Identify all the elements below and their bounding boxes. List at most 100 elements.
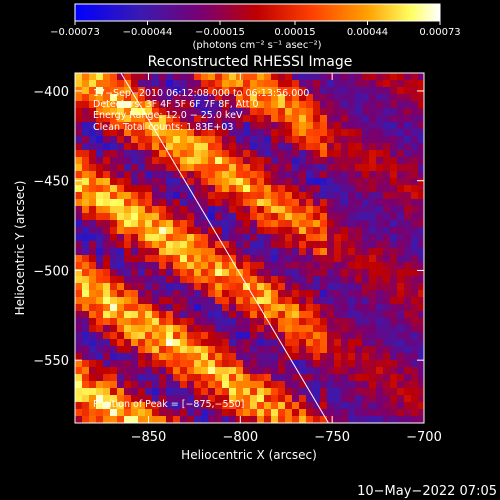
heatmap-cell [299,122,307,130]
heatmap-cell [257,94,265,102]
x-tick-label: −700 [406,430,442,445]
heatmap-cell [187,94,195,102]
heatmap-cell [306,157,314,165]
heatmap-cell [194,346,202,354]
colorbar-ticks: −0.00073 −0.00044 −0.00015 0.00015 0.00044 0.… [50,21,461,38]
heatmap-cell [208,409,216,417]
heatmap-cell [341,101,349,109]
heatmap-cell [390,227,398,235]
heatmap-cell [173,178,181,186]
heatmap-cell [306,311,314,319]
heatmap-cell [313,409,321,417]
heatmap-cell [390,416,398,423]
heatmap-cell [243,395,251,403]
heatmap-cell [376,388,384,396]
heatmap-cell [292,381,300,389]
x-tick-label: −750 [314,430,350,445]
heatmap-cell [355,353,363,361]
heatmap-cell [75,101,83,109]
heatmap-cell [369,122,377,130]
heatmap-cell [194,269,202,277]
heatmap-cell [418,227,424,235]
heatmap-cell [229,206,237,214]
heatmap-cell [362,346,370,354]
heatmap-cell [327,136,335,144]
heatmap-cell [313,374,321,382]
heatmap-cell [327,206,335,214]
heatmap-cell [173,185,181,193]
heatmap-cell [397,150,405,158]
heatmap-cell [152,101,160,109]
heatmap-cell [376,143,384,151]
heatmap-cell [285,381,293,389]
heatmap-cell [404,374,412,382]
heatmap-cell [82,157,90,165]
heatmap-cell [390,269,398,277]
heatmap-cell [264,360,272,368]
heatmap-cell [383,283,391,291]
heatmap-cell [124,353,132,361]
heatmap-cell [138,269,146,277]
heatmap-cell [145,360,153,368]
heatmap-cell [264,297,272,305]
heatmap-cell [257,248,265,256]
heatmap-cell [271,136,279,144]
heatmap-cell [341,213,349,221]
heatmap-cell [89,178,97,186]
heatmap-cell [327,213,335,221]
heatmap-cell [376,87,384,95]
heatmap-cell [173,157,181,165]
heatmap-cell [313,283,321,291]
heatmap-cell [264,388,272,396]
heatmap-cell [152,353,160,361]
heatmap-cell [404,346,412,354]
heatmap-cell [222,213,230,221]
heatmap-cell [376,416,384,423]
heatmap-cell [138,220,146,228]
heatmap-cell [138,367,146,375]
heatmap-cell [159,178,167,186]
heatmap-cell [369,332,377,340]
heatmap-cell [334,332,342,340]
heatmap-cell [82,416,90,423]
heatmap-cell [208,199,216,207]
heatmap-cell [285,94,293,102]
heatmap-cell [215,80,223,88]
heatmap-cell [369,220,377,228]
heatmap-cell [285,122,293,130]
heatmap-cell [278,311,286,319]
heatmap-cell [201,388,209,396]
heatmap-cell [236,325,244,333]
heatmap-cell [243,248,251,256]
heatmap-cell [138,360,146,368]
heatmap-cell [383,360,391,368]
heatmap-cell [145,213,153,221]
heatmap-cell [103,262,111,270]
heatmap-cell [264,122,272,130]
heatmap-cell [341,171,349,179]
heatmap-cell [229,395,237,403]
heatmap-cell [215,416,223,423]
heatmap-cell [166,87,174,95]
heatmap-cell [313,339,321,347]
heatmap-cell [152,157,160,165]
heatmap-cell [82,227,90,235]
heatmap-cell [306,108,314,116]
heatmap-cell [173,143,181,151]
heatmap-cell [264,129,272,137]
heatmap-cell [320,381,328,389]
heatmap-cell [159,192,167,200]
heatmap-cell [159,80,167,88]
heatmap-cell [236,143,244,151]
heatmap-cell [131,276,139,284]
heatmap-cell [110,87,118,95]
heatmap-cell [138,248,146,256]
heatmap-cell [124,276,132,284]
heatmap-cell [201,304,209,312]
heatmap-cell [285,220,293,228]
heatmap-cell [376,318,384,326]
heatmap-cell [390,108,398,116]
heatmap-cell [138,381,146,389]
heatmap-cell [117,150,125,158]
heatmap-cell [341,248,349,256]
